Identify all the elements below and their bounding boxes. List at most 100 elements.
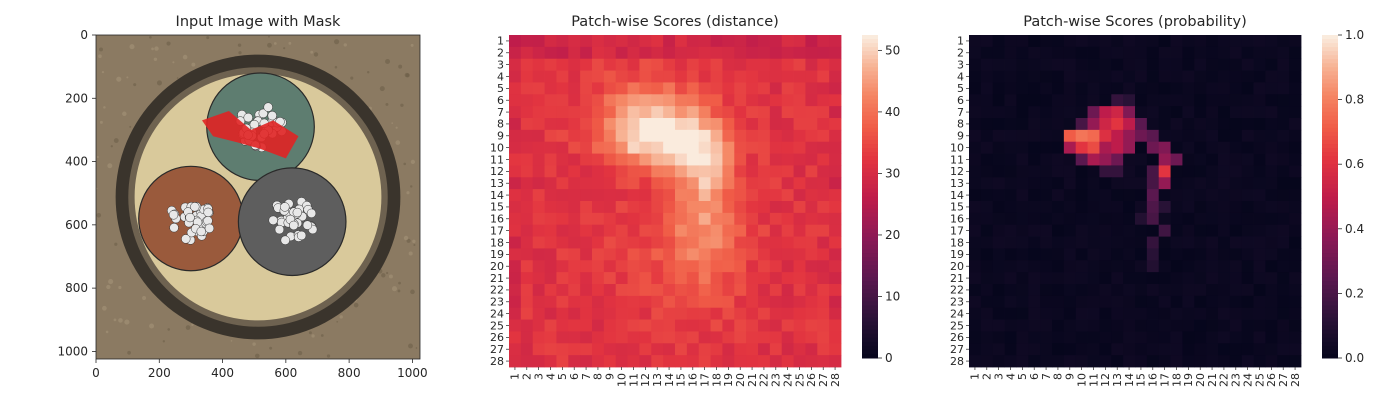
heatmap-cell (592, 46, 605, 60)
col-tick-label: 20 (1194, 373, 1207, 387)
heatmap-cell (710, 94, 723, 107)
heatmap-cell (556, 153, 569, 166)
heatmap-cell (1052, 118, 1065, 131)
colorbar-segment (1322, 345, 1338, 351)
distance-heatmap-ticks: 1234567891011121314151617181920212223242… (490, 35, 842, 387)
heatmap-cell (1146, 153, 1160, 166)
heatmap-cell (580, 177, 593, 190)
heatmap-cell (769, 58, 783, 71)
heatmap-cell (1241, 295, 1254, 309)
colorbar-tick-label: 0.6 (1345, 157, 1364, 171)
col-tick-label: 11 (627, 373, 640, 387)
panel-distance-heatmap: Patch-wise Scores (distance) 12345678910… (490, 14, 900, 387)
col-tick-label: 2 (521, 373, 534, 380)
wire-strand (203, 216, 213, 226)
heatmap-cell (1229, 35, 1243, 48)
texture-speck (336, 320, 339, 323)
heatmap-cell (509, 248, 522, 261)
heatmap-cell (1028, 319, 1041, 332)
heatmap-cell (746, 212, 759, 226)
heatmap-cell (969, 248, 982, 261)
heatmap-cell (722, 141, 735, 154)
heatmap-cell (1194, 212, 1207, 226)
row-tick-label: 15 (490, 201, 504, 214)
heatmap-cell (1182, 70, 1195, 83)
heatmap-cell (1289, 307, 1302, 320)
heatmap-cell (544, 118, 557, 131)
heatmap-cell (1052, 94, 1065, 107)
colorbar-segment (862, 240, 878, 246)
heatmap-cell (651, 35, 664, 48)
heatmap-cell (793, 46, 806, 60)
heatmap-cell (1075, 106, 1088, 119)
row-tick-label: 18 (490, 236, 504, 249)
heatmap-cell (603, 82, 617, 95)
heatmap-cell (1135, 165, 1148, 178)
row-tick-label: 24 (950, 307, 964, 320)
heatmap-cell (520, 153, 534, 166)
colorbar-segment (862, 329, 878, 335)
heatmap-cell (758, 94, 771, 107)
heatmap-cell (1229, 295, 1243, 309)
heatmap-cell (1052, 284, 1065, 297)
heatmap-cell (1277, 165, 1290, 178)
colorbar-segment (862, 293, 878, 298)
texture-speck (406, 191, 410, 195)
heatmap-cell (1028, 129, 1041, 143)
heatmap-cell (829, 355, 842, 368)
heatmap-cell (603, 331, 617, 344)
heatmap-cell (1016, 248, 1029, 261)
heatmap-cell (544, 141, 557, 154)
heatmap-cell (556, 177, 569, 190)
heatmap-cell (746, 272, 759, 285)
colorbar-segment (1322, 285, 1338, 290)
heatmap-cell (1265, 189, 1278, 202)
heatmap-cell (758, 189, 771, 202)
colorbar-segment (862, 309, 878, 315)
heatmap-cell (793, 307, 806, 320)
heatmap-cell (1218, 343, 1231, 356)
col-tick-label: 10 (1075, 373, 1088, 387)
heatmap-cell (556, 46, 569, 60)
heatmap-cell (592, 189, 605, 202)
heatmap-cell (1218, 141, 1231, 154)
heatmap-cell (1265, 212, 1278, 226)
heatmap-cell (1170, 118, 1183, 131)
texture-speck (114, 242, 118, 246)
heatmap-cell (1194, 248, 1207, 261)
heatmap-cell (805, 118, 818, 131)
heatmap-cell (1277, 331, 1290, 344)
heatmap-cell (1040, 82, 1053, 95)
heatmap-cell (509, 106, 522, 119)
heatmap-cell (1170, 224, 1183, 237)
heatmap-cell (1277, 46, 1290, 60)
heatmap-cell (639, 212, 652, 226)
heatmap-cell (1111, 212, 1124, 226)
heatmap-cell (1123, 260, 1136, 273)
heatmap-cell (781, 284, 794, 297)
heatmap-cell (980, 236, 994, 249)
col-tick-label: 27 (1277, 373, 1290, 387)
col-tick-label: 17 (1158, 373, 1171, 387)
colorbar-segment (1322, 51, 1338, 56)
heatmap-cell (603, 35, 617, 48)
heatmap-cell (769, 355, 783, 368)
heatmap-cell (1289, 355, 1302, 368)
heatmap-cell (520, 118, 534, 131)
colorbar-segment (1322, 317, 1338, 323)
heatmap-cell (1194, 343, 1207, 356)
heatmap-cell (758, 331, 771, 344)
heatmap-cell (592, 94, 605, 107)
heatmap-cell (1063, 307, 1077, 320)
heatmap-cell (615, 307, 628, 320)
texture-speck (110, 145, 113, 148)
heatmap-cell (1111, 153, 1124, 166)
heatmap-cell (992, 46, 1005, 60)
heatmap-cell (805, 319, 818, 332)
heatmap-cell (532, 94, 545, 107)
heatmap-cell (1087, 189, 1100, 202)
heatmap-cell (805, 70, 818, 83)
heatmap-cell (603, 307, 617, 320)
heatmap-cell (698, 295, 711, 309)
